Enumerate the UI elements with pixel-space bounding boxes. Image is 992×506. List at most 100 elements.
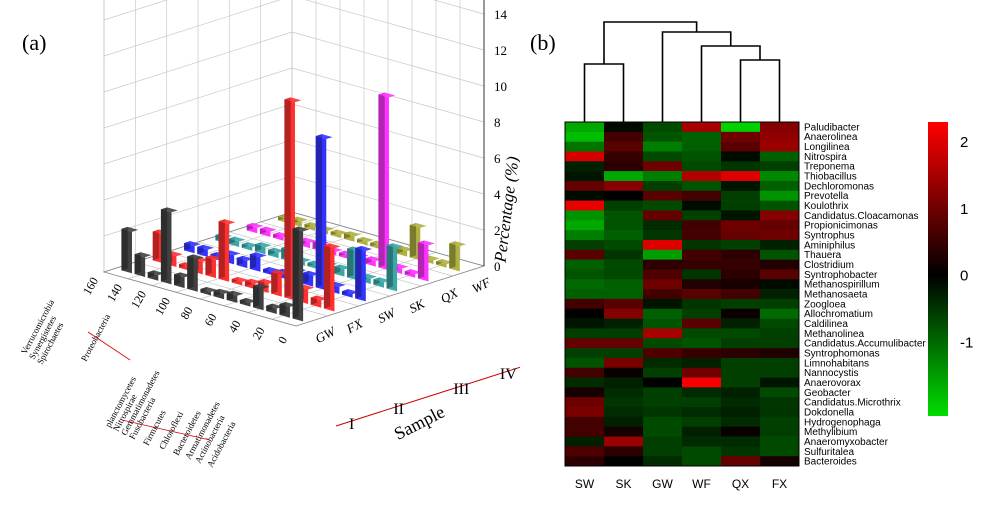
bar-GW-5 [226,290,244,303]
bar-GW-12 [134,252,152,277]
heat-cell [721,377,761,388]
heat-cell [682,151,722,162]
bar-SW-4 [302,270,320,287]
row-label: Dechloromonas [804,181,874,192]
row-label: Syntrophobacter [804,270,878,281]
bar-SW-3 [315,134,333,291]
heat-cell [760,289,800,300]
row-label: Allochromatium [804,309,873,320]
heat-cell [565,387,605,398]
heat-cell [760,426,800,437]
bar-QX-3 [378,92,396,271]
heat-cell [604,151,644,162]
heat-cell [682,239,722,251]
bar-SK-4 [333,264,351,277]
heat-cell [565,357,605,369]
heat-cell [760,416,800,427]
heat-cell [721,259,761,270]
heat-cell [682,259,722,270]
heat-cell [682,328,722,339]
column-label-QX: QX [732,477,749,491]
heat-cell [760,151,800,162]
bar-FX-0 [323,243,341,312]
heat-cell [682,387,722,398]
bar-FX-6 [244,278,262,290]
x-tick-label: 60 [201,311,219,328]
heat-cell [760,220,800,231]
heat-cell [604,200,644,211]
row-label: Thauera [804,250,842,261]
heat-cell [760,249,800,260]
heat-cell [682,446,722,457]
heat-cell [760,407,800,418]
bar-FX-8 [218,219,236,282]
group-label-I: I [349,416,354,433]
heat-cell [682,230,722,241]
heat-cell [604,249,644,260]
bar-GW-13 [121,226,139,274]
heat-cell [565,190,605,201]
panel-b-label: (b) [530,30,556,55]
heat-cell [643,436,683,447]
heat-cell [721,318,761,329]
bar-SK-12 [228,236,246,247]
heat-cell [643,200,683,211]
heat-cell [760,348,800,359]
sample-tick-FX: FX [343,315,366,337]
bar-WF-4 [396,246,414,257]
heat-cell [760,436,800,447]
heat-cell [565,318,605,329]
row-label: Methanospirillum [804,280,880,291]
colorbar-tick-label: 0 [960,268,968,285]
taxon-bracket [87,331,131,361]
heat-cell [682,210,722,221]
heat-cell [721,446,761,457]
heat-cell [643,328,683,339]
bar-GW-0 [292,226,310,322]
heat-cell [604,377,644,388]
bar-GW-4 [239,298,257,307]
column-label-WF: WF [692,477,711,491]
sample-tick-WF: WF [469,274,493,296]
heat-cell [565,338,605,349]
heat-cell [643,210,683,221]
heat-cell [604,122,644,133]
group-label-III: III [453,381,469,398]
x-tick-label: 120 [128,288,149,311]
heat-cell [682,171,722,182]
heat-cell [604,338,644,349]
heat-cell [565,367,605,378]
heat-cell [565,239,605,251]
heat-cell [643,220,683,231]
heat-cell [721,180,761,192]
heat-cell [643,279,683,290]
heat-cell [682,416,722,427]
heat-cell [721,230,761,241]
z-tick-label: 10 [494,79,507,94]
row-label: Syntrophus [804,231,855,242]
heat-cell [760,328,800,339]
heat-cell [760,397,800,408]
heat-cell [760,357,800,369]
dendrogram-link [603,21,698,64]
heat-cell [604,279,644,290]
heat-cell [643,180,683,192]
bar-QX-13 [246,222,264,234]
heat-cell [760,122,800,133]
heat-cell [643,239,683,251]
row-label: Methanolinea [804,329,864,340]
heat-cell [721,436,761,447]
heat-cell [565,308,605,319]
z-tick-label: 6 [494,151,501,166]
heat-cell [604,387,644,398]
heat-cell [682,436,722,447]
column-label-GW: GW [652,477,673,491]
heat-cell [604,308,644,319]
heat-cell [565,171,605,182]
heat-cell [643,397,683,408]
heat-cell [604,210,644,221]
dendrogram-link [700,45,761,122]
heat-cell [721,171,761,182]
group-bracket [335,415,368,427]
bar-GW-11 [147,270,165,281]
